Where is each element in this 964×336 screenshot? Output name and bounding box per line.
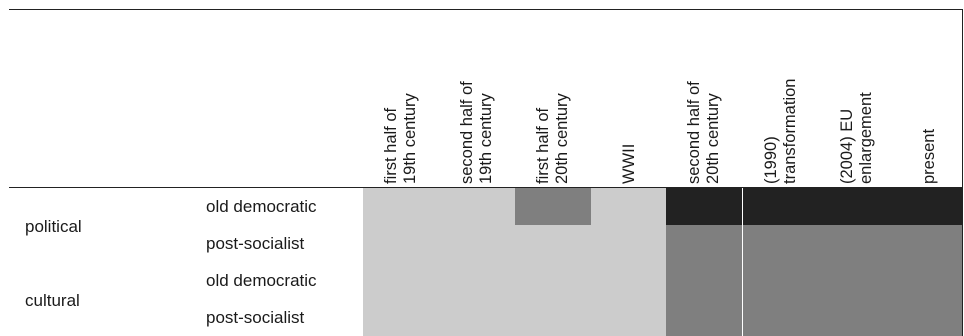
- column-header-line: first half of: [382, 107, 400, 184]
- shade-cell: [439, 299, 515, 336]
- shade-cell: [515, 225, 591, 263]
- column-header: present: [895, 19, 963, 184]
- group-label: cultural: [25, 291, 80, 310]
- column-header-line: (2004) EU: [838, 108, 856, 184]
- column-header-line: 20th century: [553, 93, 571, 184]
- shade-cell: [439, 263, 515, 299]
- column-header-line: transformation: [781, 78, 799, 184]
- shade-cell: [666, 225, 742, 263]
- shade-cell: [591, 188, 667, 225]
- shade-cell: [895, 225, 962, 263]
- column-header: first half of 20th century: [515, 19, 591, 184]
- shade-cell: [591, 299, 667, 336]
- header-rule: [9, 187, 963, 188]
- column-header: (1990) transformation: [743, 19, 819, 184]
- shade-cell: [363, 188, 439, 225]
- shade-cell: [515, 263, 591, 299]
- column-header-line: present: [919, 128, 938, 184]
- column-header-line: first half of: [534, 107, 552, 184]
- shade-cell: [819, 299, 895, 336]
- top-rule: [9, 9, 963, 10]
- shade-cell: [743, 188, 819, 225]
- column-header-line: 19th century: [477, 93, 495, 184]
- column-header: second half of 19th century: [439, 19, 515, 184]
- shade-cell: [895, 263, 962, 299]
- shade-cell: [666, 299, 742, 336]
- column-header-line: 19th century: [401, 93, 419, 184]
- row-label: post-socialist: [206, 234, 305, 253]
- shade-cell: [363, 263, 439, 299]
- column-header-line: second half of: [458, 81, 476, 184]
- shade-cell: [895, 188, 962, 225]
- column-header: first half of 19th century: [363, 19, 439, 184]
- column-header-line: enlargement: [857, 92, 875, 184]
- column-header-line: 20th century: [704, 93, 722, 184]
- column-header-line: WWII: [619, 143, 638, 184]
- shade-cell: [439, 225, 515, 263]
- row-label: old democratic: [206, 196, 317, 216]
- shade-cell: [819, 225, 895, 263]
- column-header: second half of 20th century: [666, 19, 742, 184]
- column-header-line: second half of: [685, 81, 703, 184]
- shade-cell: [743, 225, 819, 263]
- shade-cell: [439, 188, 515, 225]
- shade-cell: [743, 263, 819, 299]
- shade-cell: [743, 299, 819, 336]
- shade-cell: [666, 188, 742, 225]
- shade-cell: [819, 263, 895, 299]
- group-label: political: [25, 217, 82, 236]
- shade-cell: [515, 299, 591, 336]
- column-header: WWII: [591, 19, 667, 184]
- shade-cell: [363, 299, 439, 336]
- column-header: (2004) EU enlargement: [819, 19, 895, 184]
- right-rule: [962, 9, 963, 336]
- shade-cell: [895, 299, 962, 336]
- shade-cell: [819, 188, 895, 225]
- column-header-line: (1990): [762, 136, 780, 184]
- shade-cell: [591, 263, 667, 299]
- row-label: old democratic: [206, 271, 317, 290]
- shade-cell: [666, 263, 742, 299]
- periodization-table: first half of 19th century second half of 1…: [9, 9, 963, 336]
- shade-cell: [515, 188, 591, 225]
- shade-cell: [591, 225, 667, 263]
- row-label: post-socialist: [206, 307, 305, 327]
- shade-cell: [363, 225, 439, 263]
